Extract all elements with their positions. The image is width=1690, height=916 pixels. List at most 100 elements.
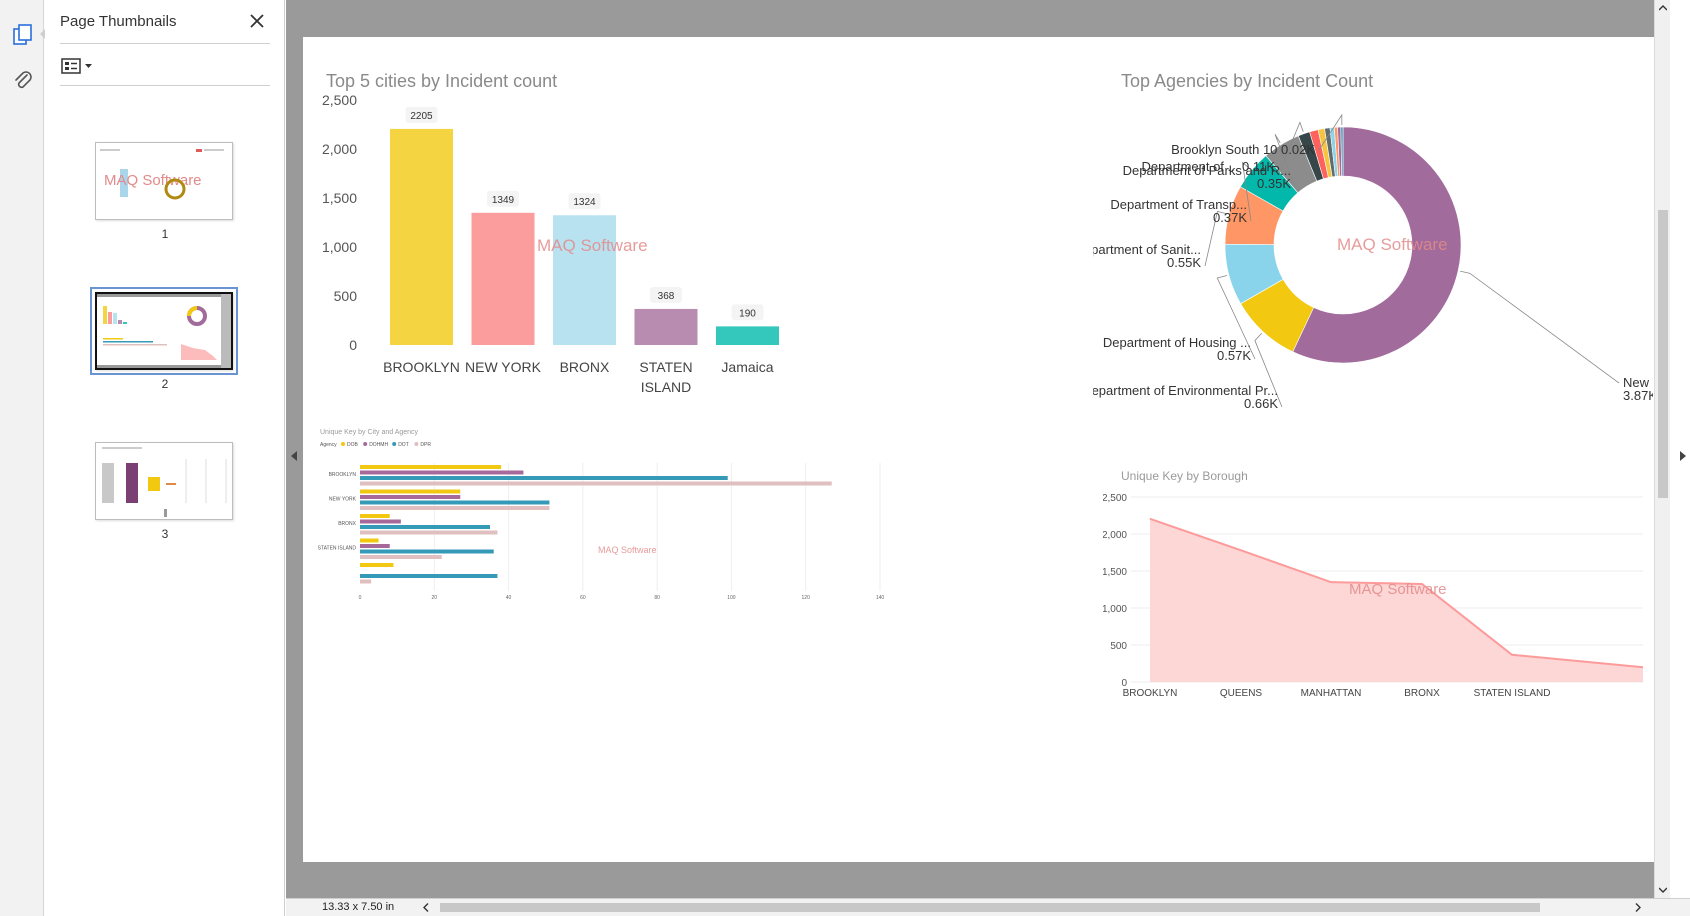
x-tick-label: QUEENS	[1220, 688, 1263, 699]
page-thumbnail-2[interactable]: 2	[90, 287, 238, 391]
area-chart: 0 500 1,000 1,500 2,000 2,500 BROOKLYN QUEENS MA…	[1103, 493, 1643, 699]
thumbnail-image	[95, 442, 233, 520]
x-tick-label: 140	[876, 595, 885, 601]
previous-page-arrow-icon[interactable]	[291, 451, 297, 461]
scroll-down-icon[interactable]	[1659, 886, 1667, 894]
thumbnail-number: 3	[161, 527, 169, 541]
scroll-up-icon[interactable]	[1659, 4, 1667, 12]
data-label: 368	[658, 291, 675, 302]
next-page-arrow-icon[interactable]	[1680, 451, 1686, 461]
slice-label: Department of Parks and R...	[1123, 163, 1291, 178]
y-tick-label: BROOKLYN	[329, 472, 357, 478]
x-tick-label: 100	[727, 595, 736, 601]
data-label: 1324	[573, 197, 596, 208]
legend-item: DOT	[398, 442, 409, 448]
x-tick-label: BRONX	[1404, 688, 1440, 699]
bar	[553, 215, 616, 345]
x-tick-label: MANHATTAN	[1301, 688, 1362, 699]
bar	[360, 549, 494, 554]
legend-label: Agency	[320, 442, 337, 448]
legend-item: DOB	[347, 442, 359, 448]
bar	[360, 563, 394, 567]
watermark-text: MAQ Software	[1349, 581, 1447, 598]
donut-slice	[1292, 126, 1462, 364]
bar	[360, 481, 832, 486]
leader-line	[1278, 121, 1304, 174]
data-label: 1349	[492, 195, 515, 206]
page-thumbnail-3[interactable]: 3	[95, 442, 235, 541]
vertical-scroll-thumb[interactable]	[1658, 210, 1668, 498]
x-tick-label: 20	[432, 595, 438, 601]
area-chart-title: Unique Key by Borough	[1121, 469, 1248, 483]
scroll-left-icon[interactable]	[422, 903, 430, 912]
bar	[360, 525, 490, 529]
x-tick-label: ISLAND	[641, 379, 692, 395]
document-page: Top 5 cities by Incident count 0 500 1,000…	[303, 37, 1654, 862]
slice-label: Brooklyn South 10 0.02K	[1171, 142, 1315, 157]
data-label: 190	[739, 308, 756, 319]
y-tick-label: 2,000	[322, 141, 357, 157]
data-label-background	[487, 190, 519, 207]
y-tick-label: 0	[1121, 678, 1127, 689]
leader-line	[1254, 332, 1283, 408]
watermark-text: MAQ Software	[598, 545, 657, 555]
slice-label: Department of Environmental Pr...	[1093, 383, 1278, 398]
donut-slice	[1340, 126, 1344, 177]
panel-title: Page Thumbnails	[60, 13, 177, 30]
leader-line	[1241, 161, 1252, 222]
legend-marker	[363, 442, 368, 446]
bar	[360, 530, 498, 535]
thumbnails-panel: Page Thumbnails	[45, 0, 285, 916]
hbar-chart-title: Unique Key by City and Agency	[320, 429, 419, 436]
legend-item: DOHMH	[369, 442, 388, 448]
thumbnail-options-bar	[60, 52, 270, 86]
data-label-background	[731, 304, 764, 321]
y-tick-label: NEW YORK	[329, 497, 357, 503]
slice-label: Department of Housing ...	[1103, 335, 1251, 350]
status-bar: 13.33 x 7.50 in	[286, 898, 1690, 916]
bar	[360, 538, 379, 543]
attachment-icon[interactable]	[10, 68, 36, 94]
bar	[390, 128, 453, 345]
document-area[interactable]: Top 5 cities by Incident count 0 500 1,000…	[286, 0, 1690, 916]
horizontal-scroll-thumb[interactable]	[440, 903, 1540, 912]
thumbnail-image: MAQ Software	[95, 142, 233, 220]
y-tick-label: 1,000	[322, 239, 357, 255]
horizontal-scrollbar[interactable]	[418, 901, 1646, 914]
slice-label: Department of Transp...	[1110, 197, 1247, 212]
bar	[634, 308, 698, 345]
bar	[360, 519, 401, 524]
page-size-readout[interactable]: 13.33 x 7.50 in	[322, 901, 395, 913]
options-menu-button[interactable]	[60, 56, 98, 78]
area-line	[1149, 517, 1643, 669]
x-tick-label: 40	[506, 595, 512, 601]
thumbnails-header: Page Thumbnails	[60, 10, 270, 44]
legend-marker	[392, 442, 397, 446]
watermark-text: MAQ Software	[537, 236, 648, 255]
y-tick-label: 2,500	[322, 95, 357, 108]
close-icon[interactable]	[248, 12, 266, 30]
x-tick-label: Jamaica	[721, 359, 773, 375]
y-tick-label: BRONX	[338, 521, 356, 527]
active-rail-indicator	[40, 28, 46, 40]
slice-value: 0.57K	[1217, 348, 1251, 363]
x-tick-label: 0	[359, 595, 362, 601]
y-tick-label: 2,000	[1103, 530, 1127, 541]
x-tick-label: BROOKLYN	[383, 359, 460, 375]
page-thumbnail-1[interactable]: MAQ Software 1	[95, 142, 235, 241]
slice-value: 0.66K	[1244, 396, 1278, 411]
y-tick-label: STATEN ISLAND	[318, 546, 357, 552]
data-label: 2205	[410, 111, 433, 122]
slice-value: 0.37K	[1213, 210, 1247, 225]
page-thumbnails-icon[interactable]	[10, 22, 36, 48]
slice-label: Department of Sanit...	[1093, 242, 1201, 257]
bar	[360, 555, 442, 559]
donut-chart: New York City Police ...3.87K Department …	[1093, 113, 1653, 411]
slice-label: New York City Police ...	[1623, 375, 1653, 390]
svg-text:MAQ Software: MAQ Software	[104, 172, 202, 189]
right-gutter	[1670, 0, 1690, 916]
scroll-right-icon[interactable]	[1634, 903, 1642, 912]
vertical-scrollbar[interactable]	[1654, 0, 1670, 898]
slice-value: 0.55K	[1167, 255, 1201, 270]
bar	[471, 212, 535, 345]
